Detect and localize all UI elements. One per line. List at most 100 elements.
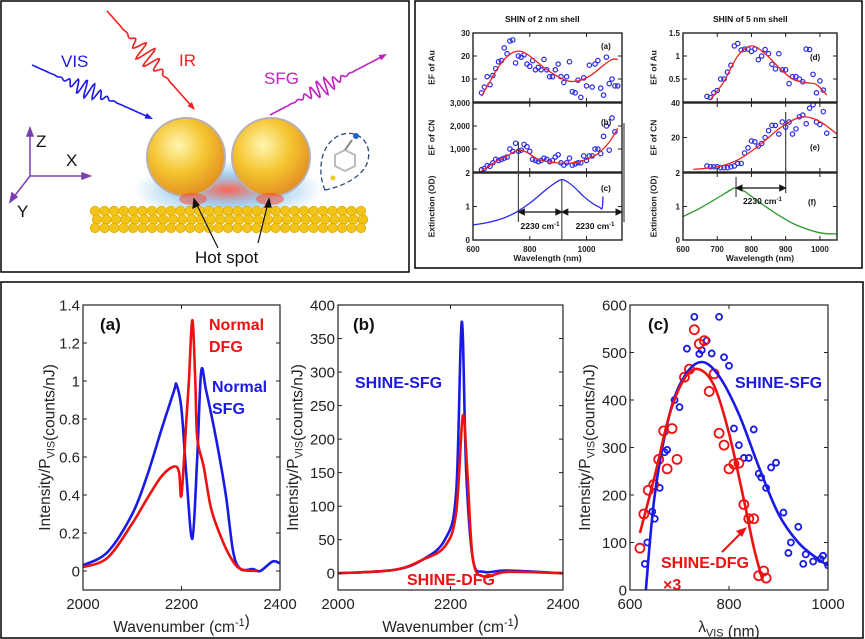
y-axis-label-part: Intensity/P [37, 458, 54, 530]
y-tick-label: 0 [72, 563, 80, 580]
series-group [693, 103, 837, 171]
data-point [642, 484, 654, 496]
gold-atom [298, 205, 310, 217]
z-arrowhead-icon [25, 125, 35, 137]
y-arrowhead-icon [8, 191, 19, 204]
panel-label: (c) [648, 315, 669, 334]
data-point [748, 513, 760, 525]
gold-atom [308, 205, 319, 217]
x-tick-label: 2400 [263, 596, 296, 613]
x-axis-label-part: (nm) [724, 624, 760, 639]
data-point [529, 156, 536, 163]
gold-atom [89, 222, 101, 234]
data-point [715, 312, 723, 321]
gold-atom [156, 205, 167, 217]
x-tick-label: 2000 [321, 596, 354, 613]
data-point [758, 140, 765, 147]
y-axis-label-part: EF of Au [648, 50, 658, 85]
data-point [779, 508, 788, 517]
top-annotations: SHIN of 2 nm shell SHIN of 5 nm shell 22… [505, 14, 788, 240]
data-point [769, 122, 775, 129]
series-line-extinction-2-nm [473, 178, 604, 226]
y-tick-label: 400 [310, 297, 335, 314]
legend-label: SHINE-SFG [735, 375, 822, 392]
data-point [541, 56, 547, 63]
gold-nanoparticle-left [146, 117, 226, 197]
data-point [769, 61, 775, 68]
y-axis-label: EF of Au [426, 50, 436, 85]
x-tick-label: 1000 [811, 596, 844, 613]
y-tick-label: 0.6 [59, 449, 80, 466]
data-point [603, 54, 610, 60]
series-line-normal-dfg [83, 318, 258, 573]
data-point [820, 108, 827, 115]
gold-atom [270, 222, 281, 234]
gold-atom [317, 205, 329, 217]
panel-label: (c) [601, 184, 611, 193]
axes-frame [682, 102, 838, 173]
data-point [738, 160, 744, 167]
data-point [603, 123, 610, 129]
data-point [595, 146, 601, 152]
data-point [817, 78, 823, 84]
x-tick-label: 2400 [546, 596, 579, 613]
series-group [478, 115, 619, 172]
arrowhead-icon [555, 208, 563, 216]
gold-atom [127, 205, 139, 217]
x-tick-label: 2000 [66, 596, 99, 613]
x-tick-label: 900 [779, 245, 793, 254]
data-point [698, 335, 710, 347]
data-point [772, 458, 780, 467]
sulfur-atom [330, 175, 336, 181]
gold-atom [253, 214, 264, 225]
data-point [690, 312, 699, 321]
gold-atom [186, 214, 198, 225]
data-point [713, 427, 725, 439]
gold-atom [241, 205, 253, 217]
data-point [725, 361, 733, 370]
axes-frame [337, 304, 564, 591]
sfg-beam-arrowhead-icon [378, 54, 387, 61]
gold-atom [251, 205, 262, 217]
data-point [799, 559, 808, 568]
gold-atom [110, 214, 122, 225]
data-point [784, 549, 793, 557]
data-point [809, 557, 818, 566]
x-axis-label: Wavelength (nm) [726, 253, 794, 263]
gold-atom [272, 214, 283, 225]
series-group [478, 37, 621, 101]
gold-atom [137, 205, 148, 217]
data-point [739, 454, 748, 462]
data-point [731, 163, 738, 169]
legend-label: SFG [212, 401, 245, 418]
data-point [612, 83, 618, 89]
y-axis-label-part: EF of CN [648, 120, 658, 156]
x-tick-label: 800 [716, 596, 741, 613]
data-point [583, 83, 590, 89]
y-tick-label: 1.2 [59, 335, 80, 352]
data-point [597, 85, 604, 92]
data-point [734, 160, 741, 167]
gold-atom [300, 214, 312, 225]
arrowhead-icon [615, 208, 624, 216]
data-point [509, 37, 516, 43]
y-axis-label: Extinction (OD) [426, 175, 436, 237]
y-tick-label: 300 [310, 364, 335, 381]
gold-atom [298, 222, 310, 234]
x-axis-label-part: Wavelength (nm) [513, 253, 581, 263]
data-point [749, 425, 758, 434]
data-point [563, 73, 570, 80]
data-point [718, 439, 730, 451]
spacing-label: 2230 cm-1 [576, 221, 616, 231]
gold-atom [222, 222, 234, 234]
hot-spot-arrows [192, 197, 272, 249]
series-group [338, 320, 563, 579]
x-axis-label-part: Wavenumber (cm [382, 619, 504, 636]
y-tick-label: 200 [602, 487, 627, 504]
y-tick-label: 30 [461, 29, 470, 38]
chart-top_e: 20 40 EF of CN (e) [648, 99, 838, 173]
axis-label-z: Z [36, 132, 46, 151]
gold-atom [203, 222, 215, 234]
ir-beam-label: IR [179, 51, 196, 70]
